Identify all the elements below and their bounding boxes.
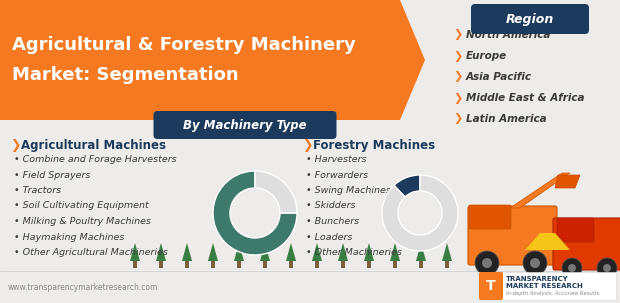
Bar xyxy=(211,261,215,268)
Text: • Harvesters: • Harvesters xyxy=(306,155,366,164)
Text: • Haymaking Machines: • Haymaking Machines xyxy=(14,232,125,241)
Bar xyxy=(133,261,137,268)
Bar xyxy=(367,261,371,268)
Text: • Swing Machines: • Swing Machines xyxy=(306,186,391,195)
Text: • Bunchers: • Bunchers xyxy=(306,217,359,226)
FancyBboxPatch shape xyxy=(553,218,620,270)
Polygon shape xyxy=(416,243,426,261)
Text: ❯: ❯ xyxy=(453,72,463,82)
Text: ❯: ❯ xyxy=(10,139,20,152)
Circle shape xyxy=(475,251,499,275)
Circle shape xyxy=(530,258,540,268)
Wedge shape xyxy=(255,171,297,213)
Text: Asia Pacific: Asia Pacific xyxy=(466,72,532,82)
Polygon shape xyxy=(182,243,192,261)
Text: • Soil Cultivating Equipment: • Soil Cultivating Equipment xyxy=(14,201,149,211)
Text: T: T xyxy=(486,279,496,293)
Text: TRANSPARENCY: TRANSPARENCY xyxy=(506,276,569,282)
Circle shape xyxy=(603,264,611,272)
Polygon shape xyxy=(442,243,452,261)
Polygon shape xyxy=(338,243,348,261)
Text: Region: Region xyxy=(506,12,554,25)
Text: • Loaders: • Loaders xyxy=(306,232,352,241)
Circle shape xyxy=(562,258,582,278)
FancyBboxPatch shape xyxy=(479,272,503,300)
Wedge shape xyxy=(394,175,420,197)
Bar xyxy=(185,261,189,268)
FancyBboxPatch shape xyxy=(154,111,337,139)
FancyBboxPatch shape xyxy=(478,272,616,300)
Text: By Machinery Type: By Machinery Type xyxy=(183,118,307,132)
Bar xyxy=(237,261,241,268)
FancyBboxPatch shape xyxy=(468,206,557,265)
Polygon shape xyxy=(234,243,244,261)
Text: • Tractors: • Tractors xyxy=(14,186,61,195)
Text: • Field Sprayers: • Field Sprayers xyxy=(14,171,91,179)
Bar xyxy=(393,261,397,268)
Text: • Skidders: • Skidders xyxy=(306,201,355,211)
Text: ❯: ❯ xyxy=(453,51,463,62)
Text: • Milking & Poultry Machines: • Milking & Poultry Machines xyxy=(14,217,151,226)
Circle shape xyxy=(597,258,617,278)
Text: ❯: ❯ xyxy=(453,114,463,125)
Text: ❯: ❯ xyxy=(453,92,463,104)
Text: www.transparencymarketresearch.com: www.transparencymarketresearch.com xyxy=(8,284,158,292)
Polygon shape xyxy=(130,243,140,261)
Bar xyxy=(315,261,319,268)
Bar xyxy=(263,261,267,268)
FancyBboxPatch shape xyxy=(471,4,589,34)
Text: Middle East & Africa: Middle East & Africa xyxy=(466,93,585,103)
Bar xyxy=(341,261,345,268)
Text: Agricultural & Forestry Machinery: Agricultural & Forestry Machinery xyxy=(12,36,356,54)
FancyBboxPatch shape xyxy=(557,218,594,242)
Polygon shape xyxy=(555,175,580,188)
Bar xyxy=(419,261,423,268)
Circle shape xyxy=(568,264,576,272)
Polygon shape xyxy=(208,243,218,261)
Circle shape xyxy=(523,251,547,275)
Polygon shape xyxy=(0,0,425,120)
Bar xyxy=(289,261,293,268)
Polygon shape xyxy=(312,243,322,261)
Polygon shape xyxy=(286,243,296,261)
Wedge shape xyxy=(382,175,458,251)
Text: • Other Agricultural Machineries: • Other Agricultural Machineries xyxy=(14,248,168,257)
Polygon shape xyxy=(260,243,270,261)
Circle shape xyxy=(482,258,492,268)
Text: Latin America: Latin America xyxy=(466,114,547,124)
Polygon shape xyxy=(156,243,166,261)
Text: ❯: ❯ xyxy=(453,29,463,41)
Text: Market: Segmentation: Market: Segmentation xyxy=(12,66,239,84)
Text: • Other Machineries: • Other Machineries xyxy=(306,248,402,257)
Text: • Forwarders: • Forwarders xyxy=(306,171,368,179)
Text: In-depth Analysis. Accurate Results.: In-depth Analysis. Accurate Results. xyxy=(506,291,601,295)
Text: North America: North America xyxy=(466,30,551,40)
Text: • Combine and Forage Harvesters: • Combine and Forage Harvesters xyxy=(14,155,177,164)
Text: ❯: ❯ xyxy=(302,139,312,152)
Bar xyxy=(445,261,449,268)
Bar xyxy=(159,261,163,268)
Polygon shape xyxy=(525,233,570,250)
Wedge shape xyxy=(213,171,297,255)
Polygon shape xyxy=(510,173,570,208)
Text: Forestry Machines: Forestry Machines xyxy=(313,139,435,152)
Text: Agricultural Machines: Agricultural Machines xyxy=(21,139,166,152)
Text: Europe: Europe xyxy=(466,51,507,61)
Polygon shape xyxy=(390,243,400,261)
Text: MARKET RESEARCH: MARKET RESEARCH xyxy=(506,283,583,289)
FancyBboxPatch shape xyxy=(469,205,511,229)
Polygon shape xyxy=(364,243,374,261)
